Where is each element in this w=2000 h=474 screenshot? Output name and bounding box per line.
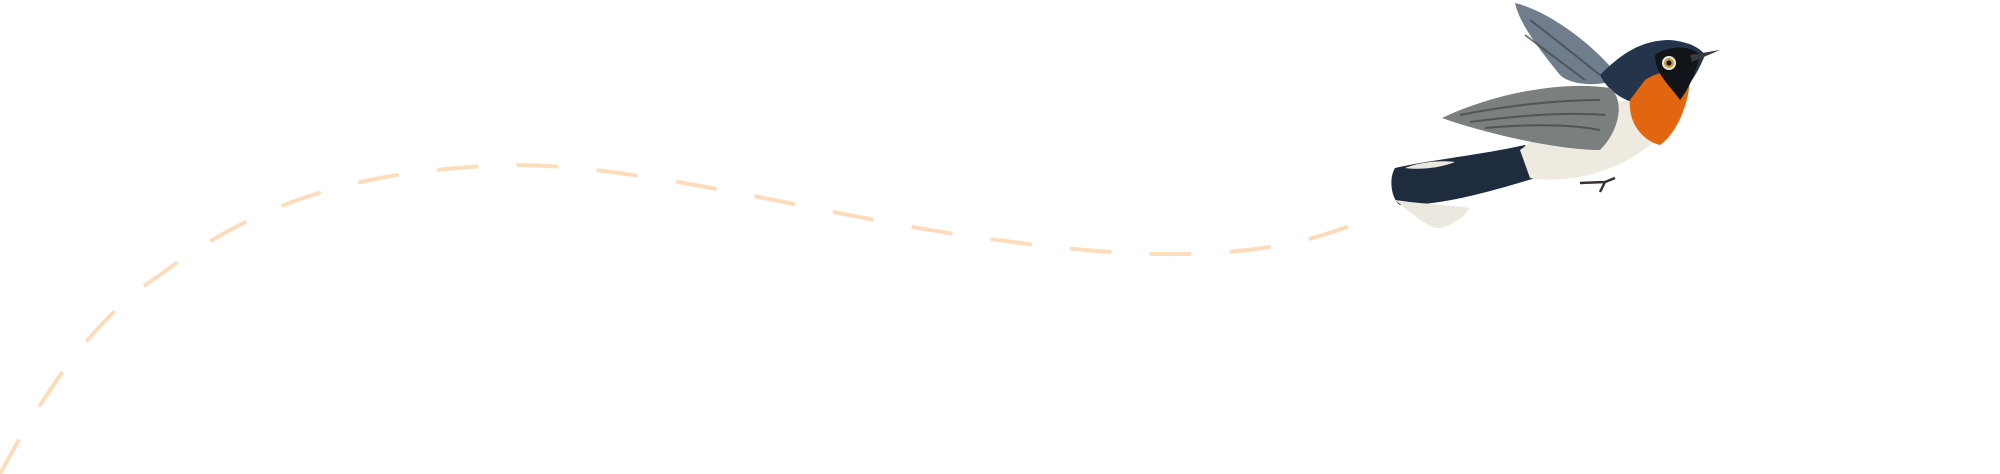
dashed-flight-path [0, 162, 1362, 474]
bird-tail-tips [1395, 200, 1470, 229]
bird-beak [1690, 50, 1720, 62]
bird-foot [1579, 176, 1616, 193]
bird-tail [1391, 145, 1545, 205]
bird-icon [1391, 3, 1720, 229]
bird-lower-wing [1442, 85, 1619, 150]
bird-upper-wing [1515, 3, 1620, 85]
